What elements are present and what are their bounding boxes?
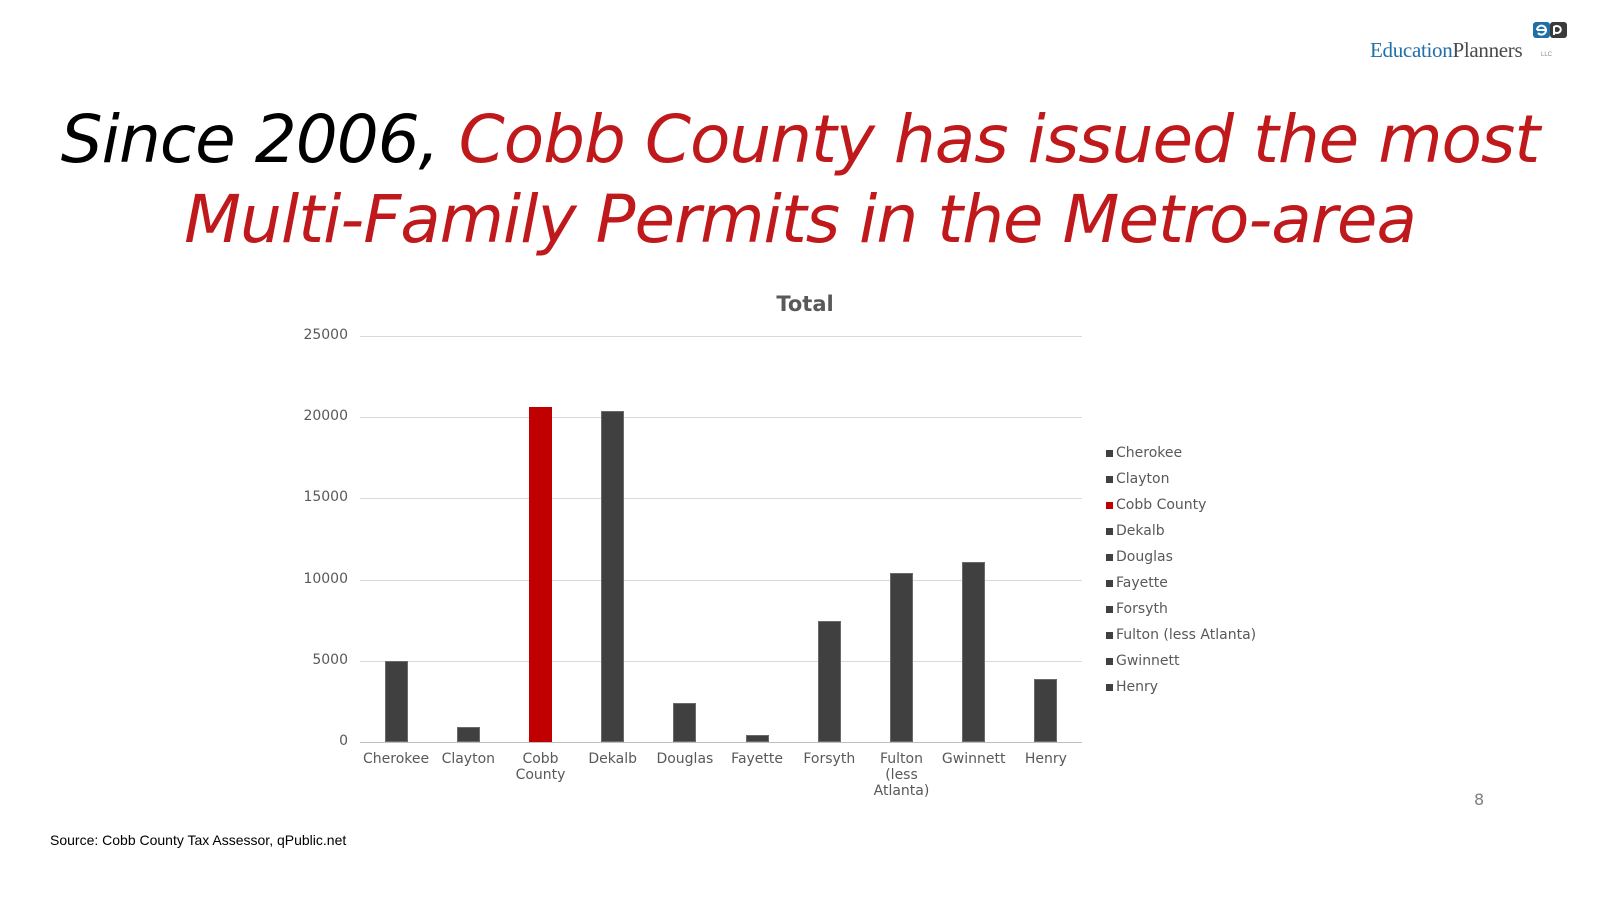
legend-swatch-icon — [1106, 657, 1113, 665]
gridline — [360, 336, 1082, 337]
legend-label: Cherokee — [1116, 445, 1183, 461]
logo-text-education: Education — [1370, 38, 1453, 62]
gridline — [360, 417, 1082, 419]
logo-llc: LLC — [1541, 52, 1553, 58]
legend-item: Fulton (less Atlanta) — [1106, 622, 1256, 648]
legend-item: Cherokee — [1106, 440, 1256, 466]
legend-label: Fulton (less Atlanta) — [1116, 627, 1257, 643]
legend-swatch-icon — [1106, 631, 1113, 639]
bar-henry — [1034, 678, 1058, 742]
logo-wordmark: EducationPlanners — [1370, 38, 1523, 63]
legend-item: Clayton — [1106, 466, 1256, 492]
y-tick-label: 20000 — [303, 408, 348, 425]
source-note: Source: Cobb County Tax Assessor, qPubli… — [50, 832, 347, 848]
title-lead: Since 2006, — [60, 101, 459, 178]
x-tick-label: Cobb County — [515, 751, 566, 783]
chart-title: Total — [776, 292, 834, 316]
page-number: 8 — [1474, 790, 1485, 809]
x-tick-label: Douglas — [656, 751, 714, 767]
x-tick-label: Fayette — [731, 751, 784, 767]
legend-swatch-icon — [1106, 449, 1113, 457]
legend-label: Cobb County — [1116, 497, 1207, 513]
y-tick-label: 0 — [339, 733, 348, 749]
legend-item: Henry — [1106, 674, 1256, 700]
legend-item: Douglas — [1106, 544, 1256, 570]
legend-item: Gwinnett — [1106, 648, 1256, 674]
x-tick-label: Dekalb — [588, 751, 637, 767]
x-tick-label: Clayton — [441, 751, 496, 767]
legend-item: Fayette — [1106, 570, 1256, 596]
bar-cherokee — [384, 660, 408, 742]
bar-clayton — [456, 727, 480, 742]
legend-label: Forsyth — [1116, 601, 1168, 617]
chart-legend: Cherokee Clayton Cobb County Dekalb Douglas F… — [1106, 440, 1256, 700]
legend-swatch-icon — [1106, 683, 1113, 691]
legend-swatch-icon — [1106, 527, 1113, 535]
slide-title: Since 2006, Cobb County has issued the m… — [0, 100, 1600, 260]
legend-label: Clayton — [1116, 471, 1170, 487]
gridline — [360, 660, 1082, 662]
y-tick-label: 10000 — [303, 570, 348, 587]
gridline — [360, 579, 1082, 581]
legend-label: Henry — [1116, 679, 1159, 695]
legend-item: Forsyth — [1106, 596, 1256, 622]
legend-label: Dekalb — [1116, 523, 1165, 539]
x-tick-label: Forsyth — [803, 751, 856, 767]
x-axis-line — [360, 742, 1082, 743]
x-tick-label: Fulton (less Atlanta) — [873, 751, 930, 799]
y-tick-label: 25000 — [303, 327, 348, 343]
bar-fulton-less-atlanta — [890, 573, 913, 742]
bar-dekalb — [601, 410, 625, 742]
legend-swatch-icon — [1106, 605, 1113, 613]
legend-item: Dekalb — [1106, 518, 1256, 544]
x-tick-label: Henry — [1024, 751, 1067, 767]
bar-gwinnett — [962, 561, 986, 742]
bar-forsyth — [817, 621, 841, 742]
gridline — [360, 498, 1082, 500]
y-tick-label: 15000 — [303, 489, 348, 506]
x-tick-label: Gwinnett — [941, 751, 1006, 767]
bar-douglas — [673, 703, 697, 742]
legend-label: Gwinnett — [1116, 653, 1180, 669]
y-tick-label: 5000 — [312, 651, 348, 668]
bar-fayette — [745, 734, 769, 742]
plot-area — [360, 336, 1082, 743]
legend-swatch-icon — [1106, 579, 1113, 587]
bar-cobb-county — [529, 407, 552, 742]
ep-logo-icon — [1533, 22, 1567, 38]
x-tick-label: Cherokee — [363, 751, 430, 767]
legend-label: Douglas — [1116, 549, 1173, 565]
company-logo: EducationPlanners LLC — [1370, 22, 1570, 66]
legend-swatch-icon — [1106, 501, 1113, 509]
logo-text-planners: Planners — [1452, 38, 1523, 62]
legend-swatch-icon — [1106, 553, 1113, 561]
legend-swatch-icon — [1106, 475, 1113, 483]
legend-item: Cobb County — [1106, 492, 1256, 518]
legend-label: Fayette — [1116, 575, 1168, 591]
title-highlight: Cobb County has issued the most Multi-Fa… — [184, 101, 1540, 258]
